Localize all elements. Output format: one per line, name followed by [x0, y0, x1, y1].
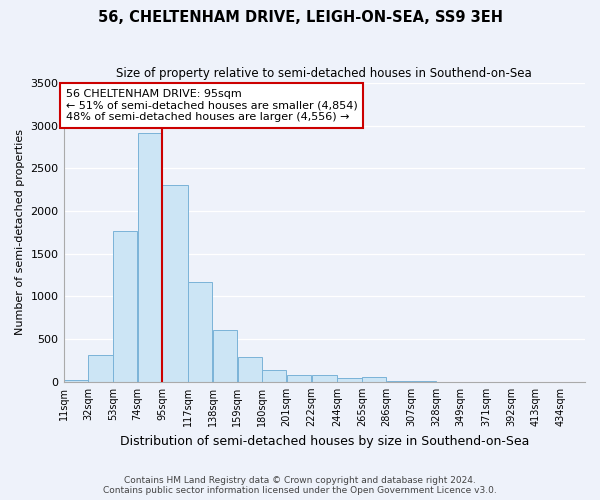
Bar — [238, 357, 262, 382]
Text: Contains HM Land Registry data © Crown copyright and database right 2024.
Contai: Contains HM Land Registry data © Crown c… — [103, 476, 497, 495]
Bar — [362, 377, 386, 382]
Bar — [287, 376, 311, 382]
Text: 56 CHELTENHAM DRIVE: 95sqm
← 51% of semi-detached houses are smaller (4,854)
48%: 56 CHELTENHAM DRIVE: 95sqm ← 51% of semi… — [66, 89, 358, 122]
Y-axis label: Number of semi-detached properties: Number of semi-detached properties — [15, 130, 25, 336]
Bar — [64, 380, 88, 382]
Bar — [88, 356, 113, 382]
Text: 56, CHELTENHAM DRIVE, LEIGH-ON-SEA, SS9 3EH: 56, CHELTENHAM DRIVE, LEIGH-ON-SEA, SS9 … — [97, 10, 503, 25]
Bar — [262, 370, 286, 382]
Bar — [337, 378, 362, 382]
Bar — [213, 330, 237, 382]
Bar — [311, 375, 337, 382]
Bar — [113, 230, 137, 382]
Bar — [188, 282, 212, 382]
Bar — [138, 132, 162, 382]
X-axis label: Distribution of semi-detached houses by size in Southend-on-Sea: Distribution of semi-detached houses by … — [119, 434, 529, 448]
Title: Size of property relative to semi-detached houses in Southend-on-Sea: Size of property relative to semi-detach… — [116, 68, 532, 80]
Bar — [163, 186, 188, 382]
